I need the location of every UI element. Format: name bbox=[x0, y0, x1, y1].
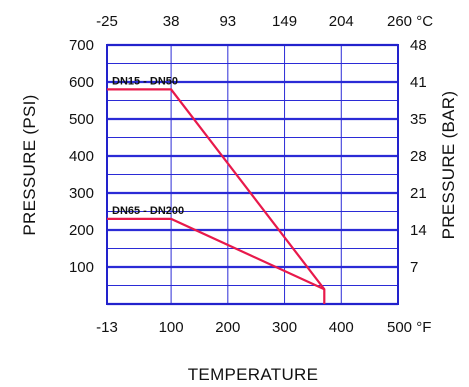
x-tick-label: 200 bbox=[215, 319, 240, 336]
y2-tick-label: 48 bbox=[410, 37, 427, 54]
grid bbox=[106, 43, 399, 306]
plot-frame bbox=[106, 44, 399, 305]
x2-tick-label: 93 bbox=[219, 13, 236, 30]
y2-tick-label: 41 bbox=[410, 74, 427, 91]
y-tick-label: 500 bbox=[69, 111, 94, 128]
x-tick-label: -13 bbox=[96, 319, 118, 336]
x-tick-label: 500 °F bbox=[387, 319, 431, 336]
y-tick-label: 300 bbox=[69, 185, 94, 202]
x2-tick-label: 149 bbox=[272, 13, 297, 30]
y-tick-label: 600 bbox=[69, 74, 94, 91]
chart-labels: DN15 - DN50 DN65 - DN200 -13 100 200 300 400 50… bbox=[20, 13, 458, 384]
x-tick-label: 300 bbox=[272, 319, 297, 336]
y-tick-label: 200 bbox=[69, 222, 94, 239]
series-line-0 bbox=[107, 88, 326, 304]
y2-tick-label: 28 bbox=[410, 148, 427, 165]
y2-tick-label: 14 bbox=[410, 222, 427, 239]
x2-tick-label: -25 bbox=[96, 13, 118, 30]
x2-tick-label: 38 bbox=[163, 13, 180, 30]
series-line-1 bbox=[107, 217, 325, 291]
y-tick-label: 100 bbox=[69, 259, 94, 276]
y2-tick-label: 7 bbox=[410, 259, 418, 276]
x2-tick-label: 260 °C bbox=[387, 13, 433, 30]
series-lines bbox=[107, 88, 326, 304]
x-axis-title: TEMPERATURE bbox=[188, 365, 319, 384]
x2-tick-label: 204 bbox=[329, 13, 354, 30]
y2-tick-label: 35 bbox=[410, 111, 427, 128]
y-tick-label: 700 bbox=[69, 37, 94, 54]
series-label-1: DN65 - DN200 bbox=[112, 205, 184, 217]
x-tick-label: 100 bbox=[159, 319, 184, 336]
x-tick-label: 400 bbox=[329, 319, 354, 336]
y-axis-title: PRESSURE (PSI) bbox=[20, 94, 39, 235]
y2-axis-title: PRESSURE (BAR) bbox=[439, 91, 458, 240]
y-tick-label: 400 bbox=[69, 148, 94, 165]
y2-tick-label: 21 bbox=[410, 185, 427, 202]
series-label-0: DN15 - DN50 bbox=[112, 75, 178, 87]
